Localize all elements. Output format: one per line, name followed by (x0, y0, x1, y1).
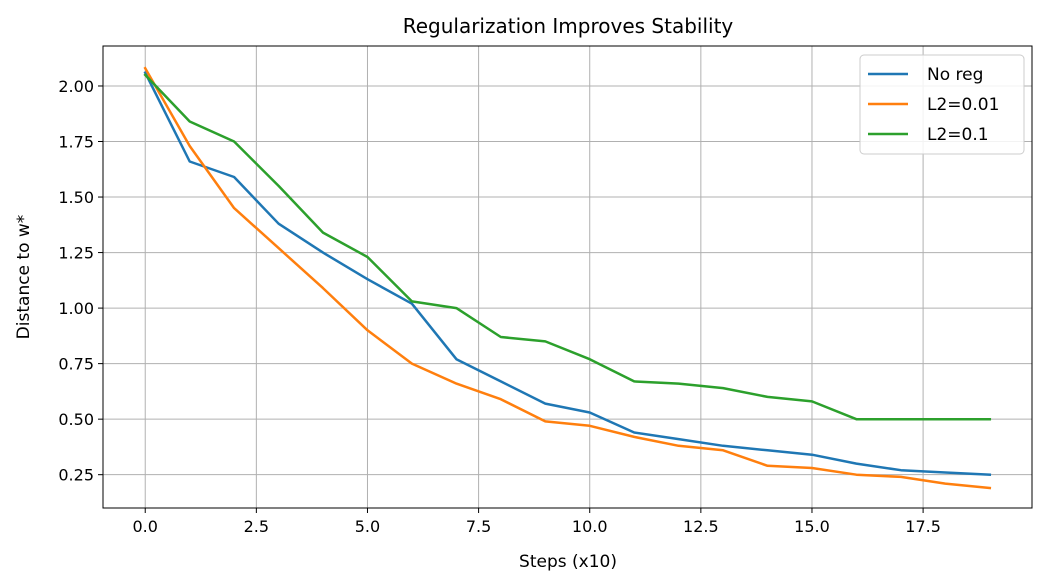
series-lines (143, 66, 992, 490)
legend: No reg L2=0.01 L2=0.1 (859, 54, 1025, 155)
series-line-1 (143, 71, 992, 477)
y-tick-label: 1.50 (58, 188, 94, 207)
chart-title: Regularization Improves Stability (403, 14, 734, 38)
x-tick-label: 17.5 (905, 517, 941, 536)
x-axis-title: Steps (x10) (519, 552, 617, 572)
y-tick-label: 1.00 (58, 299, 94, 318)
legend-label: L2=0.01 (927, 95, 999, 115)
legend-box (859, 54, 1025, 155)
legend-label: L2=0.1 (927, 125, 989, 145)
x-tick-label: 5.0 (355, 517, 380, 536)
x-tick-label: 7.5 (466, 517, 491, 536)
x-tick-label: 0.0 (133, 517, 158, 536)
x-tick-label: 15.0 (794, 517, 830, 536)
legend-label: No reg (927, 65, 983, 85)
x-tick-label: 2.5 (244, 517, 269, 536)
x-tick-label: 12.5 (683, 517, 719, 536)
y-tick-label: 1.75 (58, 133, 94, 152)
y-tick-label: 1.25 (58, 244, 94, 263)
y-axis-ticks: 0.25 0.50 0.75 1.00 1.25 1.50 1.75 2.00 (58, 77, 103, 485)
y-tick-label: 0.25 (58, 466, 94, 485)
y-tick-label: 2.00 (58, 77, 94, 96)
plot-frame (102, 45, 1033, 509)
y-tick-label: 0.50 (58, 410, 94, 429)
x-axis-ticks: 0.0 2.5 5.0 7.5 10.0 12.5 15.0 17.5 (133, 508, 941, 536)
x-tick-label: 10.0 (572, 517, 608, 536)
series-line-3 (143, 73, 992, 421)
series-line-2 (143, 66, 992, 490)
y-tick-label: 0.75 (58, 355, 94, 374)
y-axis-title: Distance to w* (14, 215, 34, 340)
